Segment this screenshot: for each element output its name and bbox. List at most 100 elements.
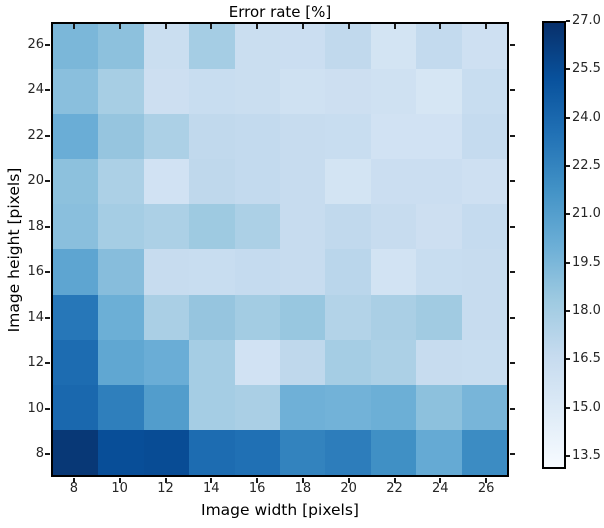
x-tick-label: 26: [477, 481, 495, 496]
x-tick-label: 18: [294, 481, 312, 496]
heatmap: [53, 24, 507, 475]
heatmap-cell: [370, 294, 417, 340]
axis-tick: [118, 24, 121, 29]
axis-tick: [256, 24, 259, 29]
plot-area: [51, 22, 509, 477]
y-tick-label: 22: [27, 127, 44, 143]
axis-tick: [510, 271, 515, 274]
heatmap-cell: [416, 249, 462, 295]
axis-tick: [45, 134, 50, 137]
heatmap-cell: [325, 339, 371, 385]
axis-tick: [485, 478, 488, 483]
axis-tick: [45, 89, 50, 92]
y-tick-label: 12: [27, 355, 44, 371]
x-tick-label: 8: [69, 481, 79, 496]
axis-tick: [347, 478, 350, 483]
heatmap-cell: [325, 204, 371, 250]
axis-tick: [566, 455, 570, 458]
heatmap-cell: [53, 69, 99, 115]
axis-tick: [393, 478, 396, 483]
axis-tick: [510, 407, 515, 410]
heatmap-cell: [325, 429, 371, 475]
axis-tick: [566, 165, 570, 168]
heatmap-cell: [234, 114, 280, 160]
colorbar: [542, 21, 566, 469]
colorbar-tick-label: 19.5: [572, 254, 601, 270]
heatmap-cell: [370, 339, 417, 385]
axis-tick: [566, 406, 570, 409]
heatmap-cell: [280, 69, 326, 115]
x-axis-label: Image width [pixels]: [201, 501, 359, 519]
heatmap-cell: [53, 384, 99, 430]
heatmap-cell: [143, 204, 190, 250]
heatmap-cell: [461, 159, 507, 205]
heatmap-cell: [280, 159, 326, 205]
y-tick-label: 14: [27, 309, 44, 325]
axis-tick: [510, 134, 515, 137]
axis-tick: [439, 478, 442, 483]
axis-tick: [45, 225, 50, 228]
heatmap-cell: [416, 429, 462, 475]
heatmap-cell: [416, 339, 462, 385]
axis-tick: [393, 24, 396, 29]
heatmap-cell: [53, 204, 99, 250]
axis-tick: [164, 478, 167, 483]
axis-tick: [510, 316, 515, 319]
colorbar-tick-label: 18.0: [572, 303, 601, 319]
y-tick-label: 16: [27, 264, 44, 280]
heatmap-cell: [325, 159, 371, 205]
heatmap-cell: [98, 339, 144, 385]
heatmap-cell: [461, 429, 507, 475]
heatmap-cell: [98, 384, 144, 430]
axis-tick: [566, 358, 570, 361]
heatmap-cell: [325, 69, 371, 115]
heatmap-cell: [189, 69, 235, 115]
y-tick-label: 26: [27, 36, 44, 52]
axis-tick: [72, 24, 75, 29]
heatmap-cell: [189, 24, 235, 70]
heatmap-cell: [53, 249, 99, 295]
x-tick-label: 12: [157, 481, 174, 496]
axis-tick: [45, 453, 50, 456]
heatmap-cell: [98, 294, 144, 340]
colorbar-tick-label: 16.5: [572, 351, 601, 367]
heatmap-cell: [280, 204, 326, 250]
axis-tick: [45, 316, 50, 319]
heatmap-cell: [280, 24, 326, 70]
heatmap-cell: [370, 159, 417, 205]
colorbar-tick-label: 22.5: [572, 158, 601, 174]
heatmap-cell: [461, 294, 507, 340]
axis-tick: [118, 478, 121, 483]
heatmap-cell: [370, 114, 417, 160]
heatmap-cell: [189, 159, 235, 205]
heatmap-cell: [189, 204, 235, 250]
heatmap-cell: [189, 294, 235, 340]
x-tick-label: 16: [248, 481, 266, 496]
x-tick-label: 24: [432, 481, 449, 496]
heatmap-cell: [53, 24, 99, 70]
heatmap-cell: [325, 24, 371, 70]
heatmap-cell: [98, 114, 144, 160]
heatmap-cell: [234, 384, 280, 430]
axis-tick: [72, 478, 75, 483]
heatmap-cell: [416, 24, 462, 70]
heatmap-cell: [461, 339, 507, 385]
heatmap-cell: [234, 339, 280, 385]
y-axis-label: Image height [pixels]: [5, 167, 23, 333]
axis-tick: [210, 478, 213, 483]
heatmap-cell: [416, 204, 462, 250]
heatmap-cell: [143, 69, 190, 115]
heatmap-cell: [143, 384, 190, 430]
heatmap-cell: [370, 429, 417, 475]
axis-tick: [45, 407, 50, 410]
axis-tick: [210, 24, 213, 29]
axis-tick: [566, 310, 570, 313]
heatmap-cell: [53, 114, 99, 160]
axis-tick: [510, 43, 515, 46]
y-tick-label: 8: [35, 446, 44, 462]
heatmap-cell: [370, 24, 417, 70]
heatmap-cell: [370, 384, 417, 430]
heatmap-cell: [234, 249, 280, 295]
heatmap-cell: [189, 384, 235, 430]
colorbar-tick-label: 24.0: [572, 109, 601, 125]
